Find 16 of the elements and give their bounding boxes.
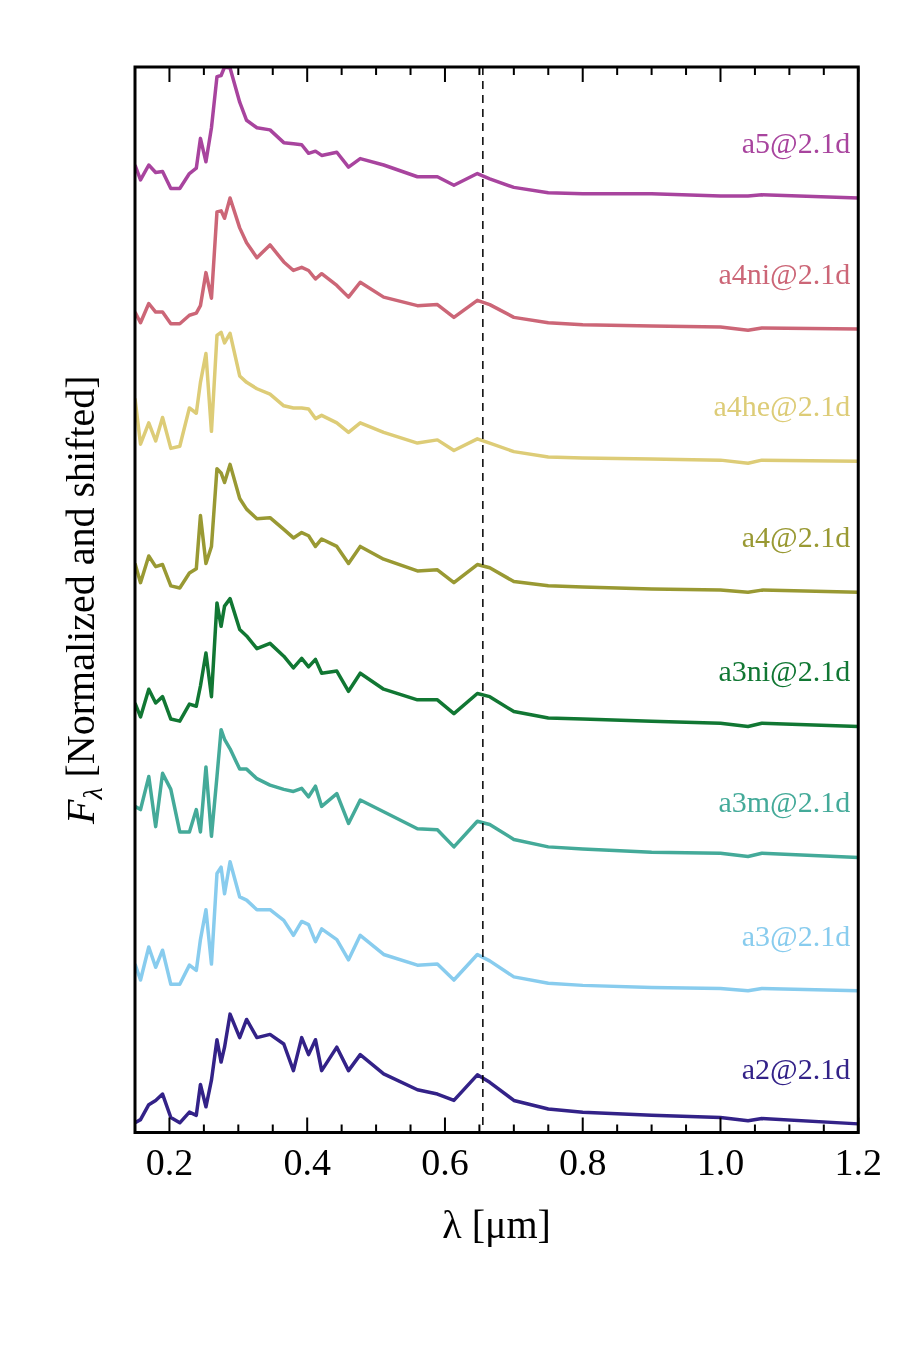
series-label: a4@2.1d bbox=[741, 520, 851, 555]
series-label: a5@2.1d bbox=[741, 125, 851, 160]
x-tick-label: 1.0 bbox=[696, 1141, 745, 1184]
x-axis-title: λ [μm] bbox=[442, 1201, 551, 1247]
x-tick-label: 0.4 bbox=[283, 1141, 331, 1184]
x-tick-label: 0.6 bbox=[421, 1141, 469, 1184]
series-label: a3@2.1d bbox=[741, 918, 851, 953]
series-label: a4ni@2.1d bbox=[718, 256, 851, 291]
x-tick-label: 0.2 bbox=[145, 1141, 194, 1184]
x-tick-label: 0.8 bbox=[558, 1141, 607, 1184]
series-label: a3ni@2.1d bbox=[718, 654, 851, 689]
series-label: a2@2.1d bbox=[741, 1051, 851, 1086]
series-label: a4he@2.1d bbox=[713, 389, 851, 424]
x-tick-label: 1.2 bbox=[834, 1141, 882, 1184]
y-axis-title: Fλ [Normalized and shifted] bbox=[57, 375, 109, 826]
series-label: a3m@2.1d bbox=[718, 785, 851, 820]
